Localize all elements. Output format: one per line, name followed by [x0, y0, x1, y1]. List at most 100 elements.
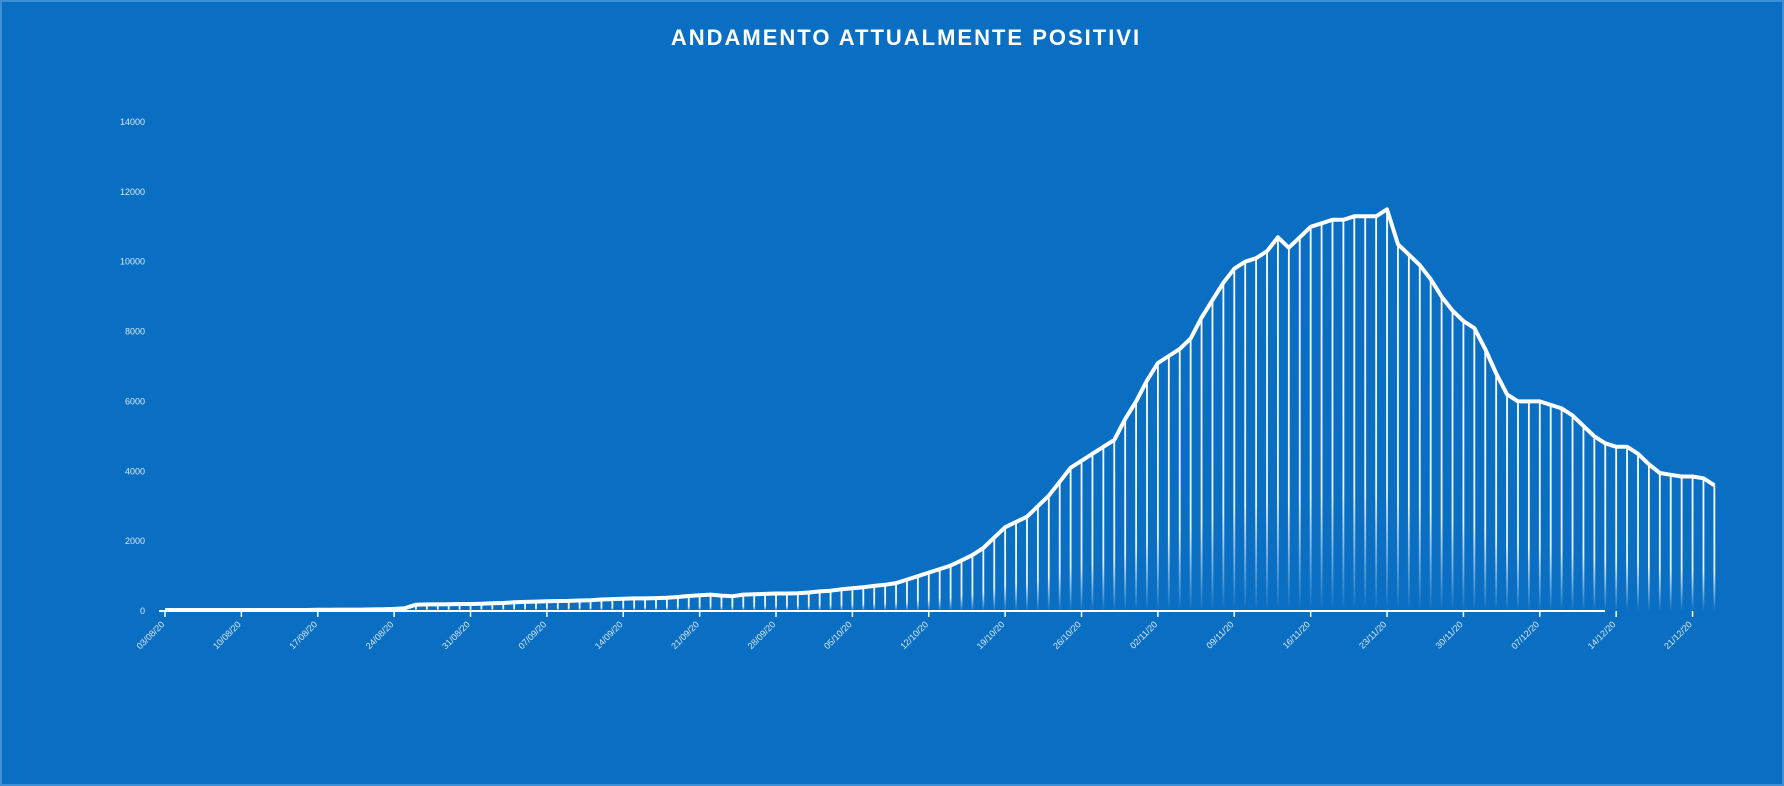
drop-line — [1211, 300, 1214, 611]
drop-line — [906, 579, 908, 611]
drop-line — [1091, 453, 1094, 611]
drop-line — [1244, 261, 1247, 611]
drop-line — [1506, 394, 1508, 611]
drop-line — [764, 593, 767, 611]
drop-line — [698, 595, 701, 611]
drop-line — [884, 584, 887, 611]
drop-line — [818, 591, 821, 611]
drop-line — [1375, 216, 1378, 612]
drop-line — [535, 601, 537, 611]
drop-line — [1200, 317, 1203, 611]
drop-line — [1637, 453, 1639, 611]
drop-line — [1233, 268, 1236, 611]
drop-line — [1658, 473, 1661, 611]
drop-line — [993, 537, 996, 611]
chart-title: ANDAMENTO ATTUALMENTE POSITIVI — [671, 25, 1141, 50]
drop-line — [1146, 380, 1148, 611]
drop-line — [775, 593, 777, 611]
drop-line — [1680, 476, 1683, 611]
drop-line — [1015, 521, 1017, 611]
drop-line — [1571, 415, 1574, 611]
drop-line — [1495, 373, 1498, 611]
drop-line — [655, 598, 657, 611]
drop-line — [938, 569, 941, 611]
drop-line — [447, 604, 450, 611]
drop-line — [644, 598, 646, 611]
drop-line — [1287, 247, 1290, 611]
drop-line — [720, 595, 723, 611]
y-tick-label: 0 — [140, 606, 145, 616]
drop-line — [1713, 485, 1716, 611]
drop-line — [1189, 338, 1192, 611]
drop-line — [1691, 476, 1694, 611]
drop-line — [753, 594, 756, 611]
drop-line — [1331, 219, 1334, 612]
drop-line — [1397, 244, 1399, 611]
drop-line — [480, 603, 483, 611]
drop-line — [1648, 464, 1650, 611]
drop-line — [1124, 418, 1127, 611]
drop-line — [458, 604, 461, 611]
drop-line — [1026, 516, 1028, 611]
drop-line — [927, 572, 930, 611]
drop-line — [578, 600, 581, 611]
drop-line — [1266, 251, 1268, 611]
series-line — [165, 207, 1716, 612]
drop-line — [600, 599, 603, 611]
drop-line — [982, 548, 985, 611]
drop-line — [491, 603, 494, 611]
drop-line — [1255, 258, 1258, 611]
drop-line — [1429, 279, 1432, 611]
drop-line — [1560, 408, 1563, 611]
y-tick-label: 2000 — [125, 536, 145, 546]
y-tick-label: 12000 — [120, 187, 145, 197]
drop-line — [742, 594, 745, 611]
drop-line — [1473, 328, 1476, 611]
drop-line — [622, 598, 625, 611]
drop-line — [1418, 265, 1421, 611]
drop-line — [971, 555, 974, 611]
drop-line — [709, 594, 712, 611]
drop-line — [513, 602, 516, 611]
drop-line — [1058, 481, 1061, 611]
drop-line — [1157, 363, 1159, 611]
drop-line — [960, 560, 963, 611]
drop-line — [1451, 310, 1454, 611]
drop-line — [1386, 209, 1388, 612]
drop-line — [1604, 443, 1607, 611]
drop-line — [796, 593, 799, 611]
drop-line — [916, 576, 919, 611]
drop-line — [1462, 321, 1465, 611]
drop-line — [1353, 216, 1356, 612]
drop-line — [807, 592, 810, 611]
drop-line — [415, 604, 417, 611]
drop-line — [1309, 226, 1312, 612]
drop-line — [1484, 349, 1487, 611]
drop-line — [1582, 425, 1585, 611]
drop-line — [567, 600, 570, 611]
y-tick-label: 10000 — [120, 257, 145, 267]
drop-line — [524, 601, 526, 611]
drop-line — [687, 595, 690, 611]
y-tick-label: 8000 — [125, 327, 145, 337]
drop-line — [1538, 401, 1541, 611]
drop-line — [1178, 349, 1181, 611]
drop-line — [676, 597, 679, 611]
drop-line — [611, 599, 614, 611]
drop-line — [1364, 216, 1367, 612]
drop-line — [1320, 223, 1323, 612]
drop-line — [895, 583, 897, 611]
drop-line — [1517, 401, 1519, 611]
y-tick-label: 4000 — [125, 466, 145, 476]
drop-line — [633, 598, 636, 611]
drop-line — [1277, 237, 1279, 611]
drop-line — [589, 600, 592, 611]
drop-line — [1113, 439, 1116, 611]
drop-line — [1626, 446, 1628, 611]
drop-line — [731, 596, 734, 611]
drop-line — [1407, 254, 1410, 611]
drop-line — [862, 587, 865, 611]
drop-line — [1342, 219, 1345, 612]
